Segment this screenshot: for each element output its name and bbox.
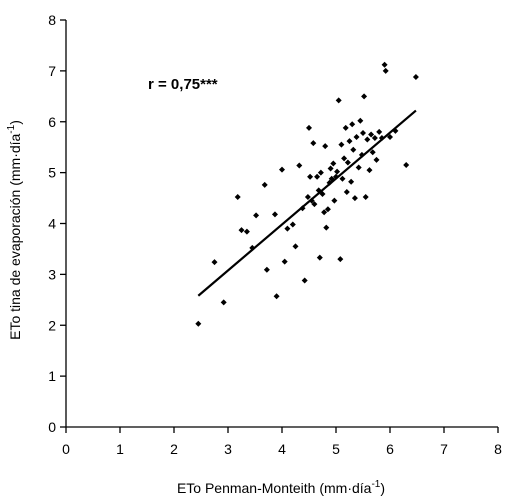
x-tick-label: 4 bbox=[278, 441, 286, 457]
data-point bbox=[337, 256, 344, 263]
data-point bbox=[296, 162, 303, 169]
data-point bbox=[357, 117, 364, 124]
data-point bbox=[371, 135, 378, 142]
data-point bbox=[366, 167, 373, 174]
x-axis-title-text: ETo Penman-Monteith (mm·día bbox=[177, 480, 372, 496]
data-point bbox=[307, 173, 314, 180]
data-point bbox=[263, 266, 270, 273]
x-tick-label: 0 bbox=[62, 441, 70, 457]
data-point bbox=[373, 156, 380, 163]
data-point bbox=[234, 194, 241, 201]
data-point bbox=[238, 227, 245, 234]
data-point bbox=[361, 93, 368, 100]
data-point bbox=[368, 131, 375, 138]
data-point bbox=[322, 143, 329, 150]
x-tick-label: 7 bbox=[440, 441, 448, 457]
data-point bbox=[330, 160, 337, 167]
data-point bbox=[281, 258, 288, 265]
data-point bbox=[348, 178, 355, 185]
y-tick-label: 6 bbox=[48, 114, 56, 130]
data-point bbox=[350, 146, 357, 153]
data-point bbox=[346, 138, 353, 145]
data-point bbox=[261, 181, 268, 188]
x-axis-title: ETo Penman-Monteith (mm·día-1) bbox=[177, 479, 385, 496]
data-point bbox=[353, 134, 360, 141]
data-point bbox=[338, 141, 345, 148]
y-axis-title: ETo tina de evaporación (mm·día-1) bbox=[6, 120, 23, 340]
y-tick-label: 4 bbox=[48, 216, 56, 232]
data-point bbox=[381, 61, 388, 68]
data-point bbox=[316, 254, 323, 261]
y-tick-label: 7 bbox=[48, 63, 56, 79]
data-point bbox=[279, 166, 285, 173]
data-point bbox=[306, 124, 312, 131]
data-point bbox=[273, 293, 280, 300]
data-point bbox=[323, 224, 330, 231]
data-point bbox=[369, 149, 376, 156]
data-point bbox=[243, 228, 250, 235]
data-point bbox=[342, 124, 349, 131]
data-point bbox=[284, 225, 291, 232]
data-point bbox=[343, 188, 350, 195]
x-tick-label: 6 bbox=[386, 441, 394, 457]
data-point bbox=[362, 194, 369, 201]
y-tick-label: 8 bbox=[48, 12, 56, 28]
data-point bbox=[220, 299, 227, 306]
data-point bbox=[412, 73, 419, 80]
data-point bbox=[349, 121, 356, 128]
data-point bbox=[321, 209, 328, 216]
data-point bbox=[335, 97, 342, 104]
data-point bbox=[195, 320, 202, 327]
data-point bbox=[327, 165, 334, 172]
data-point bbox=[292, 243, 299, 250]
data-point bbox=[382, 67, 389, 74]
data-point bbox=[331, 197, 338, 204]
y-axis: 0 1 2 3 4 5 6 7 8 bbox=[48, 12, 67, 435]
data-point bbox=[314, 173, 321, 180]
regression-line bbox=[197, 109, 417, 297]
data-point bbox=[301, 277, 308, 284]
data-point bbox=[211, 259, 218, 266]
y-axis-title-tail: ) bbox=[7, 120, 23, 125]
data-point bbox=[317, 169, 324, 176]
x-tick-label: 3 bbox=[224, 441, 232, 457]
data-point bbox=[310, 140, 317, 147]
data-point bbox=[289, 221, 296, 228]
regression-line-group bbox=[197, 109, 417, 297]
y-tick-label: 5 bbox=[48, 165, 56, 181]
data-point bbox=[387, 134, 393, 141]
x-axis-title-superscript: -1 bbox=[371, 479, 380, 490]
data-point bbox=[360, 129, 366, 136]
x-tick-label: 8 bbox=[494, 441, 502, 457]
y-axis-title-text: ETo tina de evaporación (mm·día bbox=[7, 133, 23, 339]
x-tick-label: 1 bbox=[116, 441, 124, 457]
data-points bbox=[195, 61, 419, 327]
data-point bbox=[403, 161, 410, 168]
data-point bbox=[324, 206, 331, 213]
data-point bbox=[339, 175, 346, 182]
x-axis-title-tail: ) bbox=[380, 480, 385, 496]
data-point bbox=[351, 195, 358, 202]
x-axis: 0 1 2 3 4 5 6 7 8 bbox=[62, 426, 502, 457]
y-tick-label: 1 bbox=[48, 368, 56, 384]
data-point bbox=[355, 164, 362, 171]
x-tick-label: 2 bbox=[170, 441, 178, 457]
y-tick-label: 2 bbox=[48, 317, 56, 333]
data-point bbox=[271, 211, 278, 218]
data-point bbox=[341, 155, 348, 162]
data-point bbox=[253, 212, 260, 219]
data-point bbox=[304, 194, 311, 201]
correlation-annotation: r = 0,75*** bbox=[148, 76, 218, 93]
x-tick-label: 5 bbox=[332, 441, 340, 457]
y-tick-label: 3 bbox=[48, 266, 56, 282]
data-point bbox=[364, 136, 371, 143]
y-tick-label: 0 bbox=[48, 419, 56, 435]
y-axis-title-superscript: -1 bbox=[6, 124, 17, 133]
data-point bbox=[334, 168, 341, 175]
data-point bbox=[311, 201, 318, 208]
data-point bbox=[376, 128, 383, 135]
data-point bbox=[344, 159, 351, 166]
